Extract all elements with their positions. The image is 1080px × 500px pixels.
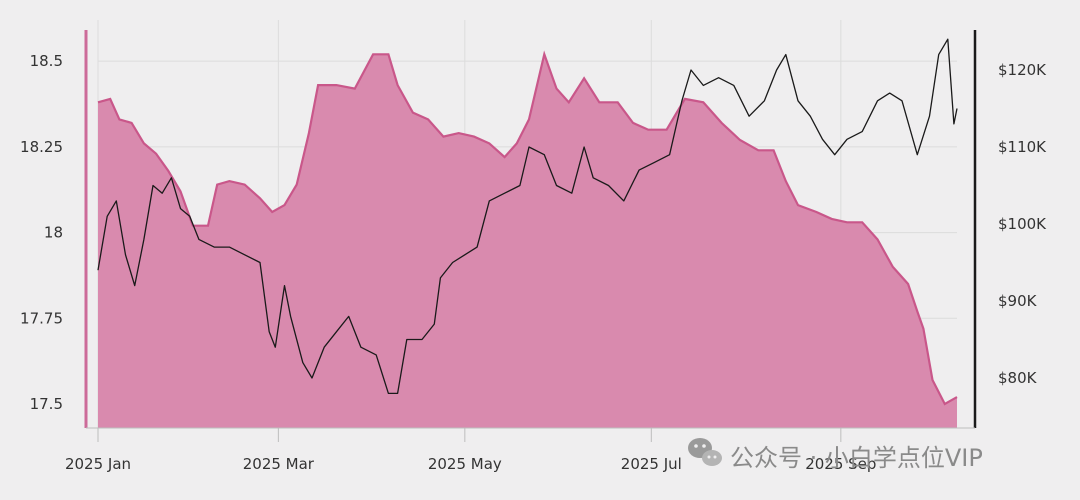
area-series: [98, 54, 957, 429]
wechat-icon: [688, 438, 722, 466]
left-tick-label-1: 18.25: [20, 138, 63, 156]
area-series-outline: [97, 50, 958, 406]
x-tick-label-1: 2025 Mar: [243, 455, 315, 473]
left-axis-ticks: 18.5 18.25 18 17.75 17.5: [20, 52, 63, 413]
right-tick-label-0: $120K: [998, 61, 1047, 79]
x-tick-label-3: 2025 Jul: [621, 455, 682, 473]
left-tick-label-3: 17.75: [20, 309, 63, 327]
x-tick-label-0: 2025 Jan: [65, 455, 131, 473]
x-tick-label-4: 2025 Sep: [805, 455, 876, 473]
watermark: 公众号 · 小白学点位VIP: [688, 438, 983, 472]
x-tick-label-2: 2025 May: [428, 455, 502, 473]
price-line-series: [97, 38, 958, 395]
right-tick-label-3: $90K: [998, 292, 1038, 310]
left-tick-label-0: 18.5: [30, 52, 63, 70]
left-tick-label-2: 18: [44, 224, 63, 242]
right-axis-ticks: $120K $110K $100K $90K $80K: [998, 61, 1047, 387]
right-tick-label-2: $100K: [998, 215, 1047, 233]
x-axis-ticks: 2025 Jan 2025 Mar 2025 May 2025 Jul 2025 Sep: [65, 428, 876, 473]
left-tick-label-4: 17.5: [30, 395, 63, 413]
watermark-text: 公众号 · 小白学点位VIP: [730, 444, 983, 472]
right-tick-label-1: $110K: [998, 138, 1047, 156]
right-tick-label-4: $80K: [998, 369, 1038, 387]
